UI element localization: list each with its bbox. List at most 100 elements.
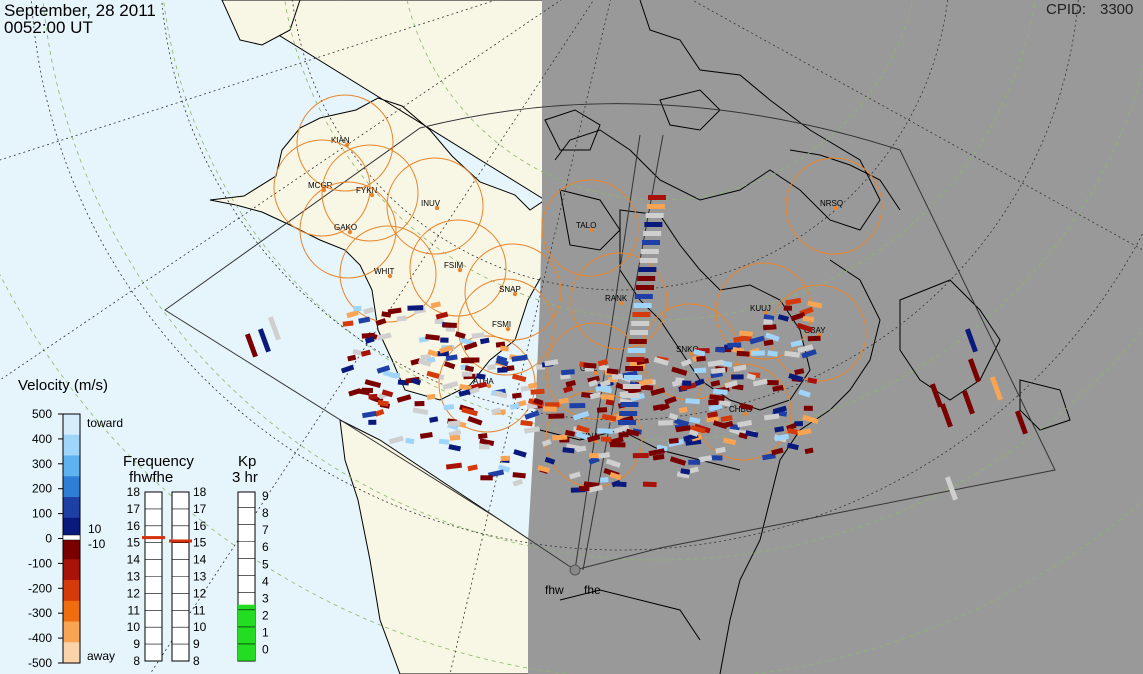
scatter-cell — [798, 389, 811, 398]
scatter-cell — [418, 358, 432, 367]
scatter-cell — [797, 344, 814, 353]
velocity-tick-label: 200 — [32, 482, 52, 496]
station-label-whit: WHIT — [374, 267, 395, 276]
land — [209, 0, 546, 674]
frequency-tick-left: 18 — [127, 485, 141, 499]
station-label-snkq: SNKQ — [676, 345, 699, 354]
scatter-cell — [710, 380, 721, 387]
scatter-cell — [711, 367, 726, 374]
velocity-tick-label: -100 — [28, 556, 52, 570]
radar-label-fhe: fhe — [584, 583, 601, 597]
frequency-tick-left: 15 — [127, 536, 141, 550]
scatter-cell — [658, 420, 673, 426]
scatter-cell — [569, 403, 586, 409]
scatter-cell — [575, 445, 587, 453]
scatter-cell — [796, 322, 813, 333]
velocity-swatch — [63, 559, 80, 581]
toward-label: toward — [87, 416, 123, 430]
kp-tick-label: 0 — [262, 643, 269, 657]
scatter-cell — [601, 413, 617, 422]
station-fov-circle — [273, 139, 371, 237]
scatter-cell — [268, 316, 281, 341]
threshold-neg-label: -10 — [88, 537, 106, 551]
frequency-tick-right: 18 — [193, 485, 207, 499]
velocity-tick-label: -300 — [28, 606, 52, 620]
velocity-tick-label: 300 — [32, 457, 52, 471]
kp-subtitle: 3 hr — [232, 469, 258, 486]
station-dot — [618, 300, 624, 306]
scatter-cell — [600, 394, 615, 401]
scatter-cell — [596, 407, 608, 413]
scatter-cell — [448, 429, 462, 438]
station-fov-circle — [321, 144, 419, 242]
scatter-cell — [680, 358, 692, 367]
scatter-cell — [745, 430, 759, 438]
scatter-cell — [965, 328, 978, 353]
scatter-cell — [613, 424, 630, 434]
frequency-tick-left: 16 — [127, 519, 141, 533]
scatter-cell — [387, 307, 402, 315]
kp-tick-label: 5 — [262, 557, 269, 571]
scatter-cell — [572, 410, 590, 421]
scatter-cell — [461, 371, 473, 377]
scatter-cell — [511, 373, 527, 383]
scatter-cell — [368, 419, 377, 425]
scatter-cell — [772, 384, 784, 392]
velocity-swatch — [63, 621, 80, 643]
scatter-cell — [363, 306, 374, 315]
scatter-cell — [520, 420, 533, 427]
kp-legend: Kp 3 hr 9 8 7 6 5 4 3 2 1 0 — [232, 453, 269, 662]
scatter-cell — [587, 375, 600, 384]
night-region — [528, 0, 1143, 674]
velocity-tick-label: -400 — [28, 631, 52, 645]
scatter-cell — [715, 446, 726, 454]
scatter-cell — [377, 400, 389, 407]
scatter-cell — [565, 379, 577, 388]
scatter-cell — [426, 370, 440, 379]
scatter-cell — [439, 344, 454, 354]
frequency-tick-left: 12 — [127, 586, 141, 600]
scatter-cell — [381, 389, 394, 398]
station-label-gbay: GBAY — [804, 326, 826, 335]
frequency-tick-left: 14 — [127, 553, 141, 567]
scatter-cell — [790, 311, 806, 322]
scatter-cell — [364, 336, 375, 344]
scatter-cell — [638, 378, 654, 387]
scatter-cell — [628, 339, 647, 344]
zero-band — [62, 534, 81, 541]
velocity-tick-label: 400 — [32, 432, 52, 446]
station-label-fsmi: FSMI — [492, 320, 511, 329]
scatter-cell — [589, 392, 601, 400]
scatter-cell — [990, 376, 1003, 401]
scatter-cell — [495, 358, 509, 367]
scatter-cell — [606, 368, 619, 375]
scatter-cell — [374, 409, 385, 417]
scatter-cell — [678, 406, 688, 414]
station-label-inuv: INUV — [421, 199, 441, 208]
scatter-cell — [749, 335, 765, 345]
scatter-cell — [961, 390, 975, 415]
scatter-cell — [685, 398, 700, 405]
frequency-tick-right: 13 — [193, 570, 207, 584]
scatter-cell — [652, 453, 665, 461]
station-dot — [833, 205, 839, 211]
scatter-cell — [430, 301, 441, 309]
velocity-swatch — [63, 580, 80, 602]
velocity-swatch — [63, 497, 80, 519]
scatter-cell — [637, 276, 656, 281]
station-fov-circle — [541, 179, 639, 277]
station-dot — [457, 267, 463, 273]
station-label-kuuj: KUUJ — [750, 304, 771, 313]
scatter-cell — [630, 330, 648, 335]
scatter-cell — [668, 437, 679, 444]
frequency-tick-left: 10 — [127, 620, 141, 634]
scatter-cell — [790, 339, 803, 348]
scatter-cell — [712, 388, 728, 395]
velocity-tick-label: 100 — [32, 507, 52, 521]
scatter-cell — [258, 328, 271, 353]
scatter-cell — [626, 357, 645, 362]
scatter-cell — [605, 458, 621, 468]
scatter-cell — [648, 448, 665, 457]
scatter-cell — [638, 267, 657, 272]
